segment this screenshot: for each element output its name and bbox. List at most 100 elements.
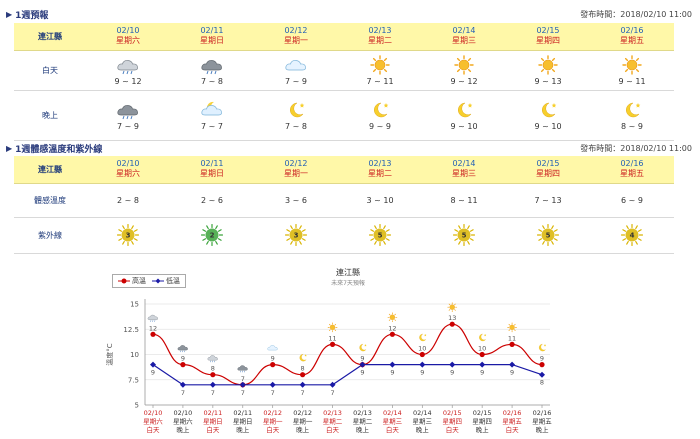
day-weekday: 星期二	[368, 169, 392, 179]
uv-index-value: 3	[294, 232, 299, 240]
y-tick-label: 10	[130, 351, 139, 359]
apparent-temp-value: 8 ~ 11	[422, 183, 506, 218]
chart-legend: 高溫 低溫	[112, 274, 186, 288]
x-tick-label: 02/16	[533, 409, 552, 417]
day-weekday: 星期五	[620, 169, 644, 179]
x-tick-label: 星期日	[233, 418, 253, 426]
temp-range: 9 ~ 11	[618, 76, 646, 86]
day-date: 02/10	[116, 159, 140, 169]
forecast-cell: 9 ~ 13	[506, 50, 590, 91]
x-tick-label: 白天	[506, 425, 519, 434]
feel-header-row: 連江縣 02/10 星期六 02/11 星期日 02/12 星期一 02/13 星期二 02/1…	[14, 156, 674, 184]
low-temp-point	[539, 371, 545, 378]
x-tick-label: 晚上	[476, 425, 490, 434]
temp-range: 9 ~ 12	[450, 76, 478, 86]
x-tick-label: 02/14	[383, 409, 402, 417]
legend-low-label: 低溫	[166, 277, 180, 285]
county-label: 連江縣	[14, 23, 86, 51]
sun-icon	[507, 322, 517, 333]
cloud-rain-dark-icon	[237, 365, 248, 373]
low-temp-label: 9	[480, 369, 484, 377]
day-header: 02/13 星期二	[338, 23, 422, 51]
x-tick-label: 星期四	[442, 418, 462, 426]
x-tick-label: 晚上	[236, 425, 250, 434]
temp-range: 9 ~ 9	[369, 121, 391, 131]
moon-star-icon	[290, 102, 305, 117]
day-header: 02/10 星期六	[86, 156, 170, 184]
uv-index-value: 4	[630, 232, 635, 240]
low-temp-label: 7	[271, 389, 275, 397]
high-temp-point	[210, 372, 216, 378]
low-temp-point	[239, 381, 246, 388]
sun-icon	[622, 54, 642, 75]
low-temp-label: 9	[360, 369, 364, 377]
temp-range: 7 ~ 8	[201, 76, 223, 86]
day-header: 02/15 星期四	[506, 23, 590, 51]
low-temp-label: 7	[211, 389, 215, 397]
sun-icon	[538, 54, 558, 75]
daytime-row: 白天 9 ~ 12 7 ~ 8 7 ~ 9 7 ~ 11 9 ~ 12 9 ~ 13 9 ~…	[14, 50, 674, 91]
day-header: 02/14 星期三	[422, 23, 506, 51]
section-bullet-icon: ▶	[6, 10, 13, 19]
temp-range: 7 ~ 8	[285, 121, 307, 131]
county-label: 連江縣	[14, 156, 86, 184]
apparent-temp-label: 體感溫度	[14, 183, 86, 218]
low-temp-point	[479, 361, 486, 368]
low-temp-label: 7	[181, 389, 185, 397]
x-tick-label: 晚上	[536, 425, 550, 434]
forecast-cell: 9 ~ 9	[338, 90, 422, 141]
x-tick-label: 02/15	[473, 409, 492, 417]
day-date: 02/12	[284, 26, 308, 36]
temp-range: 7 ~ 9	[117, 121, 139, 131]
temp-range: 9 ~ 10	[450, 121, 478, 131]
y-tick-label: 15	[130, 301, 139, 309]
uv-index-value: 2	[210, 232, 215, 240]
legend-high[interactable]: 高溫	[118, 276, 146, 286]
uv-cell: 5	[422, 217, 506, 254]
x-tick-label: 星期一	[293, 418, 313, 426]
temp-range: 7 ~ 11	[366, 76, 394, 86]
sun-icon	[387, 312, 398, 323]
low-temp-line	[152, 364, 543, 386]
high-temp-line	[152, 323, 543, 386]
high-temp-label: 8	[211, 365, 215, 373]
cloud-rain-dark-icon	[177, 345, 188, 353]
legend-low[interactable]: 低溫	[152, 276, 180, 286]
forecast-cell: 7 ~ 9	[254, 50, 338, 91]
forecast-cell: 9 ~ 11	[590, 50, 674, 91]
uv-cell: 5	[338, 217, 422, 254]
x-tick-label: 星期一	[263, 418, 283, 426]
x-tick-label: 白天	[206, 425, 220, 434]
x-tick-label: 晚上	[416, 425, 430, 434]
high-temp-point	[419, 351, 425, 358]
uv-row: 紫外線 3 2 3 5 5 5 4	[14, 217, 674, 254]
moon-star-icon	[479, 333, 487, 342]
forecast-cell: 9 ~ 12	[422, 50, 506, 91]
moon-star-icon	[458, 102, 473, 117]
temperature-chart: 連江縣未來7天預報57.51012.515溫度°C02/10星期六白天02/10…	[105, 267, 552, 434]
feel-uv-table: 連江縣 02/10 星期六 02/11 星期日 02/12 星期一 02/13 星期二 02/1…	[14, 156, 674, 254]
day-weekday: 星期六	[116, 36, 140, 46]
x-tick-label: 星期三	[383, 418, 403, 426]
forecast-cell: 9 ~ 10	[506, 90, 590, 141]
day-weekday: 星期日	[200, 169, 224, 179]
day-date: 02/13	[368, 159, 392, 169]
low-temp-label: 9	[420, 369, 424, 377]
day-weekday: 星期五	[620, 36, 644, 46]
high-temp-label: 11	[328, 334, 336, 342]
x-tick-label: 星期五	[502, 418, 522, 426]
day-date: 02/16	[620, 159, 644, 169]
x-tick-label: 02/12	[293, 409, 312, 417]
forecast-cell: 7 ~ 8	[170, 50, 254, 91]
legend-high-label: 高溫	[132, 277, 146, 285]
day-header: 02/11 星期日	[170, 156, 254, 184]
high-temp-point	[479, 351, 485, 358]
day-date: 02/12	[284, 159, 308, 169]
high-temp-label: 9	[540, 355, 544, 363]
low-temp-label: 8	[540, 379, 544, 387]
legend-low-marker	[152, 278, 164, 284]
high-temp-point	[449, 321, 455, 327]
night-row: 晚上 7 ~ 9 7 ~ 7 7 ~ 8 9 ~ 9 9 ~ 10 9 ~ 10 8 ~ 9	[14, 90, 674, 141]
apparent-temp-value: 2 ~ 6	[170, 183, 254, 218]
low-temp-label: 7	[301, 389, 305, 397]
